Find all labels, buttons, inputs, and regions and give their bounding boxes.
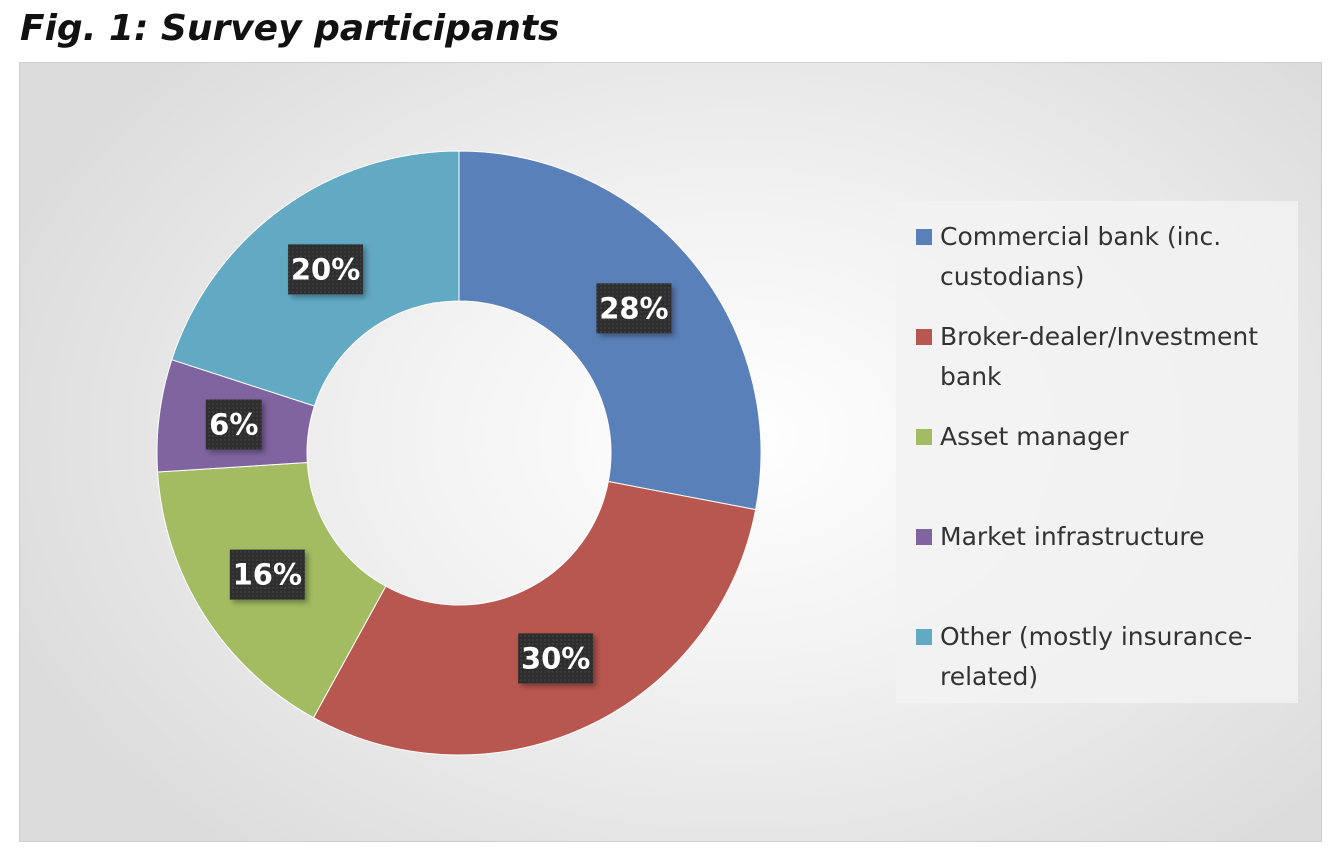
data-label-broker-dealer: 30% <box>518 633 594 684</box>
legend-swatch-broker-dealer <box>916 329 932 345</box>
legend-swatch-market-infrastructure <box>916 529 932 545</box>
data-labels: 28% 30% 16% 6% 20% <box>205 244 672 684</box>
data-label-box <box>518 633 594 684</box>
data-label-commercial-bank: 28% <box>596 283 672 334</box>
legend-label: Asset manager <box>940 422 1129 451</box>
legend-swatch-commercial-bank <box>916 229 932 245</box>
legend-swatch-other <box>916 629 932 645</box>
chart-area: 28% 30% 16% 6% 20% Commercial bank (inc. cus… <box>19 62 1322 842</box>
legend-item-asset-manager: Asset manager <box>916 417 1288 517</box>
data-label-text: 28% <box>599 291 668 325</box>
legend: Commercial bank (inc. custodians) Broker… <box>896 201 1298 703</box>
data-label-text: 30% <box>521 641 590 675</box>
donut-chart: 28% 30% 16% 6% 20% <box>156 150 762 756</box>
data-label-market-infrastructure: 6% <box>205 399 262 450</box>
data-label-box <box>596 283 672 334</box>
data-label-text: 6% <box>209 408 258 442</box>
legend-label: Broker-dealer/Investment bank <box>940 322 1259 391</box>
data-label-box <box>205 399 262 450</box>
legend-item-commercial-bank: Commercial bank (inc. custodians) <box>916 217 1288 297</box>
legend-swatch-asset-manager <box>916 429 932 445</box>
data-label-box <box>288 244 364 295</box>
legend-item-broker-dealer: Broker-dealer/Investment bank <box>916 317 1288 417</box>
legend-item-market-infrastructure: Market infrastructure <box>916 517 1288 617</box>
data-label-text: 20% <box>291 252 360 286</box>
data-label-text: 16% <box>233 558 302 592</box>
data-label-other: 20% <box>288 244 364 295</box>
legend-label: Market infrastructure <box>940 522 1205 551</box>
donut-slices <box>156 150 762 756</box>
chart-title: Fig. 1: Survey participants <box>20 8 560 49</box>
legend-item-other: Other (mostly insurance- related) <box>916 617 1288 697</box>
legend-label: Commercial bank (inc. custodians) <box>940 222 1222 291</box>
legend-label: Other (mostly insurance- related) <box>940 622 1253 691</box>
slice-broker-dealer <box>312 480 757 756</box>
data-label-box <box>229 549 305 600</box>
data-label-asset-manager: 16% <box>229 549 305 600</box>
